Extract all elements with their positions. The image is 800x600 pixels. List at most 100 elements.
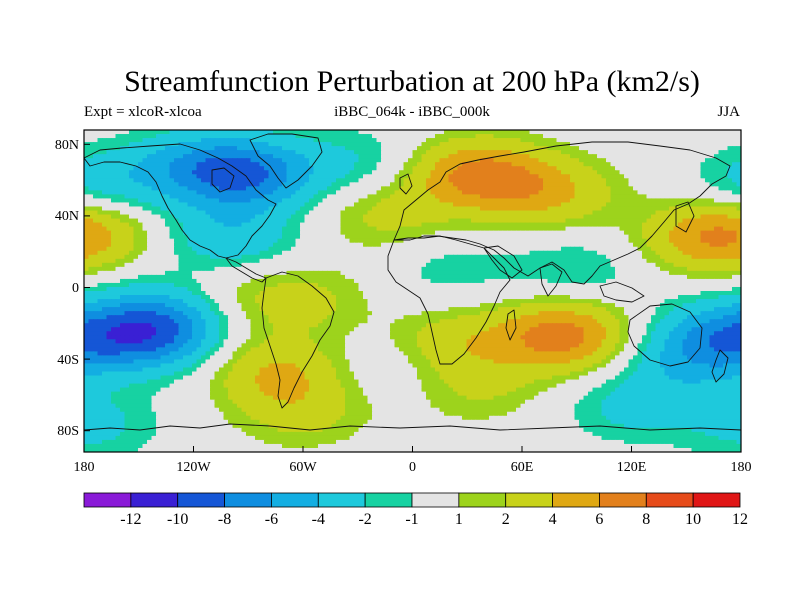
contour-cell [178,186,184,191]
contour-cell [678,254,684,260]
contour-cell [106,250,112,256]
contour-cell [705,138,711,143]
contour-cell [471,206,477,212]
contour-cell [687,142,693,147]
contour-cell [138,250,144,256]
contour-cell [475,162,481,167]
contour-cell [246,174,252,179]
contour-cell [219,230,225,236]
contour-cell [529,186,535,191]
contour-cell [682,246,688,252]
contour-cell [349,142,355,147]
contour-cell [142,218,148,224]
contour-cell [547,238,553,244]
contour-cell [444,226,450,232]
contour-cell [651,234,657,240]
contour-cell [147,206,153,212]
contour-cell [201,230,207,236]
contour-cell [615,210,621,216]
contour-cell [106,138,112,143]
contour-cell [615,214,621,220]
contour-cell [390,210,396,216]
contour-cell [120,254,126,260]
contour-cell [583,210,589,216]
contour-cell [714,206,720,212]
contour-cell [633,218,639,224]
contour-cell [300,254,306,260]
contour-cell [340,202,346,208]
contour-cell [520,218,526,224]
contour-cell [399,194,405,200]
contour-cell [642,186,648,191]
contour-cell [457,230,463,236]
contour-cell [264,238,270,244]
contour-cell [444,170,450,175]
contour-cell [606,202,612,208]
contour-cell [511,222,517,228]
contour-cell [597,194,603,200]
contour-cell [124,242,130,248]
contour-cell [151,158,157,163]
contour-cell [597,198,603,204]
contour-cell [385,238,391,244]
contour-cell [102,214,108,220]
contour-cell [430,214,436,220]
contour-cell [624,162,630,167]
contour-cell [682,186,688,191]
contour-cell [552,190,558,196]
contour-cell [165,226,171,232]
contour-cell [709,194,715,200]
contour-cell [480,170,486,175]
contour-cell [147,134,153,139]
contour-cell [183,174,189,179]
contour-cell [246,158,252,163]
contour-cell [430,218,436,224]
contour-cell [300,178,306,183]
contour-cell [205,134,211,139]
contour-cell [309,174,315,179]
contour-cell [340,166,346,171]
contour-cell [376,146,382,151]
contour-cell [300,142,306,147]
contour-cell [142,158,148,163]
contour-cell [349,226,355,232]
contour-cell [529,250,535,256]
contour-cell [115,198,121,204]
contour-cell [345,158,351,163]
contour-cell [520,206,526,212]
contour-cell [403,182,409,187]
contour-cell [624,210,630,216]
contour-cell [588,186,594,191]
contour-cell [268,182,274,187]
contour-cell [642,242,648,248]
contour-cell [709,178,715,183]
contour-cell [628,206,634,212]
contour-cell [412,174,418,179]
contour-cell [174,158,180,163]
contour-cell [367,250,373,256]
contour-cell [610,254,616,260]
contour-cell [205,230,211,236]
contour-cell [102,166,108,171]
contour-cell [727,262,733,268]
contour-cell [660,186,666,191]
contour-cell [183,266,189,272]
contour-cell [390,226,396,232]
contour-cell [453,238,459,244]
contour-cell [223,146,229,151]
contour-cell [691,230,697,236]
contour-cell [97,158,103,163]
contour-cell [412,234,418,240]
contour-cell [358,142,364,147]
contour-cell [457,202,463,208]
contour-cell [723,162,729,167]
contour-cell [174,150,180,155]
contour-cell [88,242,94,248]
contour-cell [291,174,297,179]
contour-cell [228,182,234,187]
contour-cell [381,218,387,224]
contour-cell [106,154,112,159]
contour-cell [124,174,130,179]
contour-cell [115,190,121,196]
contour-cell [619,238,625,244]
